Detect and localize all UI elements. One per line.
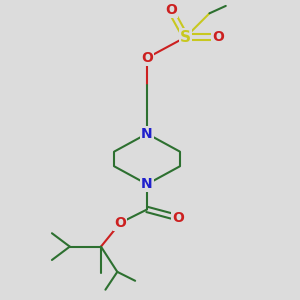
Text: N: N — [141, 127, 153, 141]
Text: O: O — [172, 211, 184, 225]
Text: O: O — [141, 51, 153, 65]
Text: S: S — [180, 30, 191, 45]
Text: O: O — [165, 3, 177, 17]
Text: O: O — [114, 216, 126, 230]
Text: N: N — [141, 177, 153, 191]
Text: O: O — [212, 30, 224, 44]
